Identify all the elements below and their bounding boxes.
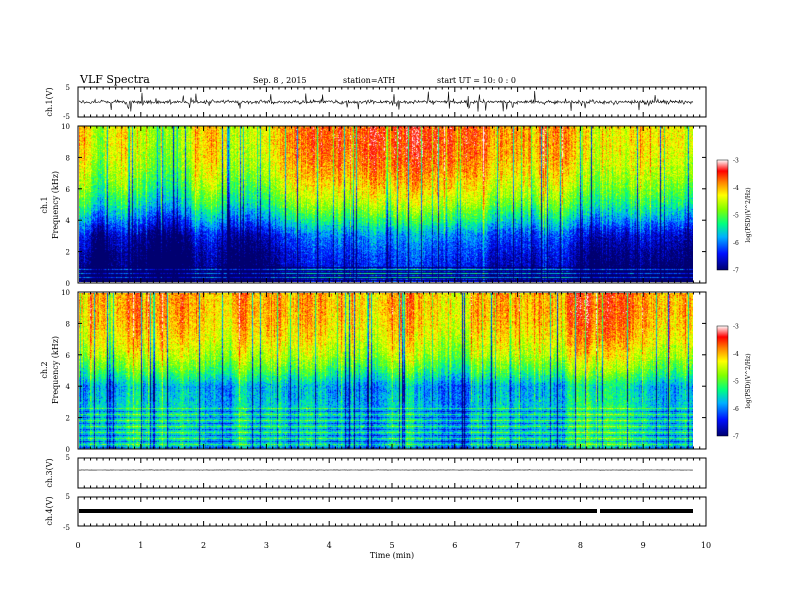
x-tick-label: 0 bbox=[75, 541, 80, 550]
x-tick-label: 7 bbox=[515, 541, 520, 550]
colorbar-tick-label: -6 bbox=[733, 240, 739, 247]
start-time-label: start UT = 10: 0 : 0 bbox=[437, 76, 516, 85]
x-tick-label: 5 bbox=[389, 541, 394, 550]
ch1-waveform-panel: 5 -5 ch.1(V) bbox=[45, 84, 707, 121]
ch4-waveform-trace bbox=[79, 509, 693, 513]
ch1-spectrogram bbox=[79, 126, 693, 282]
ch1-spec-ylabel-top: ch.1 bbox=[40, 196, 49, 213]
colorbar-tick-label: -3 bbox=[733, 324, 739, 331]
ch1-waveform-ylabel: ch.1(V) bbox=[45, 87, 54, 116]
ch4-trace-gap bbox=[597, 508, 600, 514]
ch1-ytick-top: 5 bbox=[66, 84, 70, 92]
ch2-spectrogram-panel: 0 2 4 6 8 10 ch.2 Frequency (kHz) -3 -4 -5 -6 -7 … bbox=[40, 289, 752, 454]
colorbar-tick-label: -6 bbox=[733, 406, 739, 413]
freq-tick-label: 8 bbox=[66, 154, 70, 162]
x-tick-label: 3 bbox=[264, 541, 269, 550]
ch4-waveform-ylabel: ch.4(V) bbox=[45, 496, 54, 525]
x-tick-label: 9 bbox=[641, 541, 646, 550]
freq-tick-label: 6 bbox=[66, 352, 71, 360]
colorbar-tick-label: -3 bbox=[733, 158, 739, 165]
ch1-waveform-trace bbox=[78, 90, 694, 112]
colorbar-tick-label: -5 bbox=[733, 379, 739, 386]
ch1-colorbar-label: log(PSD)(V^2/Hz) bbox=[745, 187, 752, 242]
ch2-spectrogram bbox=[79, 293, 693, 449]
colorbar-tick-label: -7 bbox=[733, 268, 739, 275]
colorbar-tick-label: -5 bbox=[733, 213, 739, 220]
ch3-waveform-trace bbox=[78, 469, 693, 471]
station-label: station=ATH bbox=[343, 76, 395, 85]
ch3-ytick-top: 5 bbox=[66, 454, 70, 462]
ch2-colorbar-label: log(PSD)(V^2/Hz) bbox=[745, 353, 752, 408]
freq-tick-label: 0 bbox=[66, 280, 70, 288]
ch4-waveform-panel: 5 -5 ch.4(V) bbox=[45, 493, 707, 532]
x-tick-label: 2 bbox=[201, 541, 206, 550]
freq-tick-label: 2 bbox=[66, 249, 70, 257]
freq-tick-label: 10 bbox=[61, 289, 70, 297]
x-tick-label: 10 bbox=[701, 541, 711, 550]
x-tick-label: 8 bbox=[578, 541, 583, 550]
colorbar-tick-label: -7 bbox=[733, 434, 739, 441]
ch2-colorbar: -3 -4 -5 -6 -7 log(PSD)(V^2/Hz) bbox=[716, 324, 752, 441]
ch3-waveform-ylabel: ch.3(V) bbox=[45, 458, 54, 487]
figure-title: VLF Spectra bbox=[79, 73, 150, 86]
x-tick-label: 6 bbox=[452, 541, 457, 550]
freq-tick-label: 4 bbox=[66, 383, 71, 391]
colorbar-tick-label: -4 bbox=[733, 185, 739, 192]
freq-tick-label: 10 bbox=[61, 123, 70, 131]
ch2-spec-ylabel: Frequency (kHz) bbox=[51, 336, 60, 404]
x-tick-label: 1 bbox=[138, 541, 143, 550]
date-label: Sep. 8 , 2015 bbox=[253, 76, 307, 85]
freq-tick-label: 2 bbox=[66, 415, 70, 423]
freq-tick-label: 6 bbox=[66, 186, 71, 194]
time-axis-tick-labels: 0 1 2 3 4 5 6 7 8 9 10 bbox=[75, 541, 711, 550]
freq-tick-label: 0 bbox=[66, 446, 70, 454]
x-tick-label: 4 bbox=[327, 541, 332, 550]
ch3-waveform-panel: 5 ch.3(V) bbox=[45, 454, 707, 489]
ch4-ytick-top: 5 bbox=[66, 493, 70, 501]
ch1-spec-ylabel: Frequency (kHz) bbox=[51, 171, 60, 239]
ch1-ytick-bottom: -5 bbox=[63, 113, 70, 121]
time-axis-ticks bbox=[77, 87, 707, 526]
time-axis-label: Time (min) bbox=[370, 551, 414, 560]
ch4-ytick-bottom: -5 bbox=[63, 524, 70, 532]
ch1-spectrogram-panel: 0 2 4 6 8 10 ch.1 Frequency (kHz) -3 -4 -5 -6 -7 … bbox=[40, 123, 752, 288]
ch1-colorbar: -3 -4 -5 -6 -7 log(PSD)(V^2/Hz) bbox=[716, 158, 752, 275]
ch2-spec-ylabel-top: ch.2 bbox=[40, 361, 49, 378]
freq-tick-label: 4 bbox=[66, 217, 71, 225]
colorbar-tick-label: -4 bbox=[733, 351, 739, 358]
freq-tick-label: 8 bbox=[66, 320, 70, 328]
